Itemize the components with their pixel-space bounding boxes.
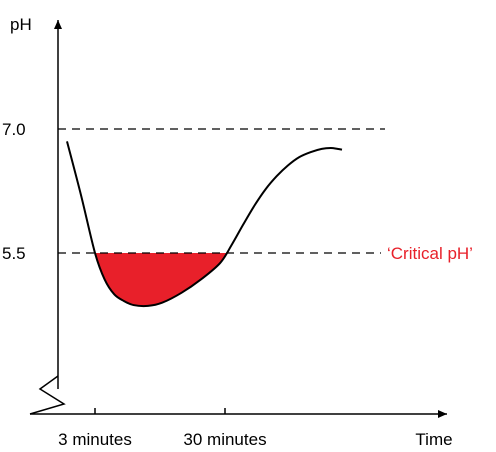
- x-tick-label: 3 minutes: [58, 430, 132, 449]
- y-tick-label: 7.0: [2, 120, 26, 139]
- y-axis-label: pH: [10, 15, 32, 34]
- critical-region-fill: [95, 253, 227, 307]
- x-axis-label: Time: [415, 430, 452, 449]
- critical-ph-annotation: ‘Critical pH’: [387, 244, 473, 263]
- y-tick-label: 5.5: [2, 244, 26, 263]
- ph-curve: [66, 141, 343, 308]
- x-tick-label: 30 minutes: [183, 430, 266, 449]
- y-axis-break: [29, 375, 66, 415]
